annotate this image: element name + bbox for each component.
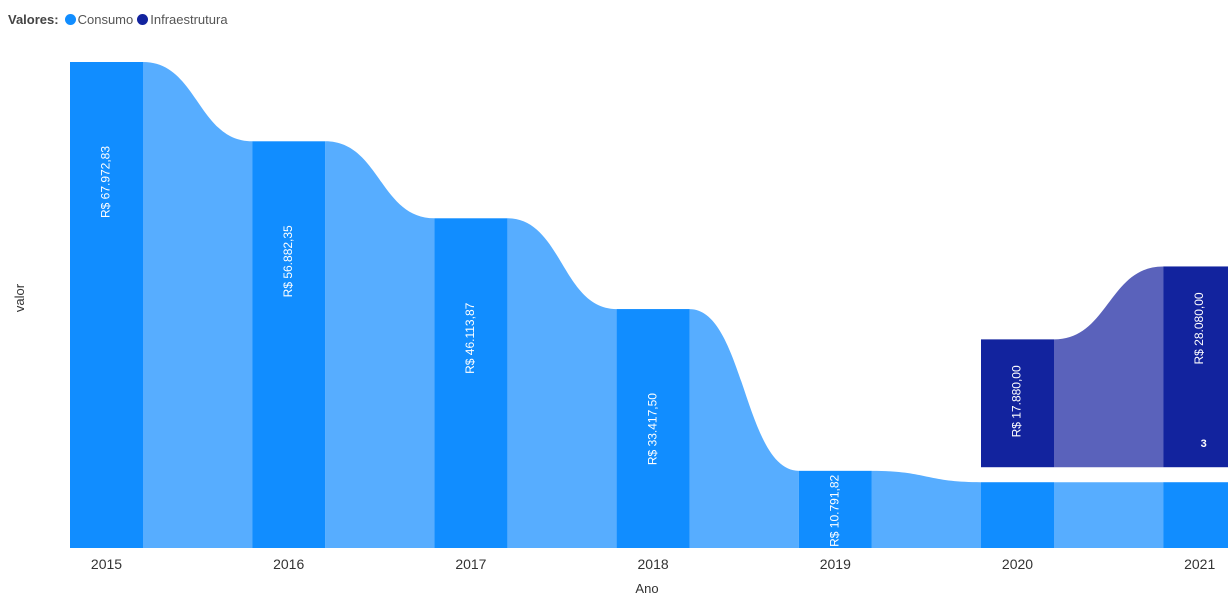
ribbon-infraestrutura-2020: [1054, 266, 1164, 468]
bar-consumo-2017: [434, 218, 508, 548]
y-axis-title: valor: [12, 283, 27, 312]
bar-consumo-2015: [70, 62, 143, 548]
bar-consumo-2019: [798, 470, 872, 548]
bar-infraestrutura-2020: [981, 339, 1054, 468]
ribbon-consumo-2018: [689, 309, 799, 548]
legend-item-infraestrutura[interactable]: Infraestrutura: [137, 12, 228, 27]
x-tick-label: 2015: [91, 556, 122, 572]
x-tick-label: 2019: [820, 556, 851, 572]
legend-item-consumo[interactable]: Consumo: [64, 12, 134, 27]
data-label: R$ 33.417,50: [645, 393, 659, 465]
bar-consumo-2020: [981, 482, 1054, 548]
ribbon-consumo-2015: [143, 62, 253, 548]
x-tick-label: 2017: [455, 556, 486, 572]
x-tick-label: 2021: [1184, 556, 1215, 572]
x-tick-label: 2018: [638, 556, 669, 572]
bar-consumo-2018: [616, 309, 690, 548]
legend-label: Infraestrutura: [150, 12, 228, 27]
x-tick-label: 2016: [273, 556, 304, 572]
data-label: R$ 10.791,82: [827, 474, 841, 546]
data-label: R$ 67.972,83: [99, 146, 113, 218]
ribbon-consumo-2017: [507, 218, 617, 548]
bar-infraestrutura-2021: [1163, 266, 1228, 468]
data-label: R$ 28.080,00: [1192, 292, 1206, 364]
x-axis-title: Ano: [635, 581, 658, 594]
annotation-label: 3: [1201, 438, 1207, 450]
legend-title: Valores:: [8, 12, 59, 27]
legend-dot-icon: [137, 14, 149, 25]
bar-consumo-2021: [1163, 482, 1228, 548]
legend-dot-icon: [64, 14, 76, 25]
ribbon-consumo-2019: [871, 470, 981, 548]
legend: Valores: Consumo Infraestrutura: [8, 12, 232, 27]
data-label: R$ 17.880,00: [1010, 365, 1024, 437]
data-label: R$ 46.113,87: [463, 302, 477, 373]
ribbon-consumo-2016: [325, 141, 435, 548]
data-label: R$ 56.882,35: [281, 225, 295, 297]
x-tick-label: 2020: [1002, 556, 1033, 572]
ribbon-consumo-2020: [1054, 482, 1164, 548]
bar-consumo-2016: [252, 141, 326, 548]
legend-label: Consumo: [77, 12, 134, 27]
